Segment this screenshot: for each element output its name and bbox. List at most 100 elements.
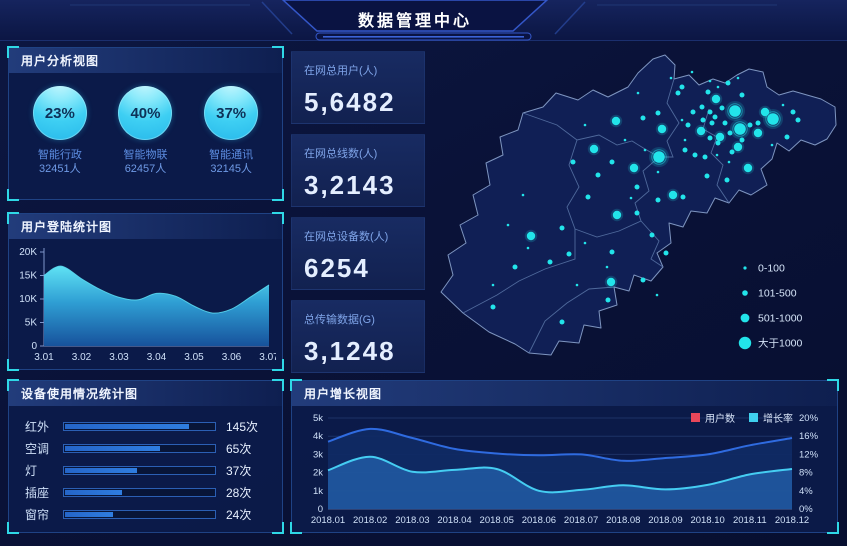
- axis-label: 5K: [25, 318, 38, 329]
- map-dot: [634, 184, 640, 190]
- user-analysis-body: 23% 智能行政 32451人 40% 智能物联 62457人 37% 智能通讯 32145人: [9, 73, 282, 177]
- device-bar-label: 红外: [25, 419, 50, 434]
- province-bubble-map: 0-100 101-500 501-1000 大于1000: [440, 54, 837, 356]
- map-dot: [491, 283, 495, 287]
- axis-label: 2k: [313, 468, 323, 479]
- map-dot: [604, 275, 618, 289]
- panel-title-user-analysis: 用户分析视图: [9, 48, 282, 73]
- axis-label: 0%: [799, 504, 813, 515]
- map-dot: [663, 250, 669, 256]
- growth-legend-item[interactable]: 增长率: [749, 410, 793, 425]
- growth-rate-area: [328, 456, 792, 509]
- map-dot: [683, 138, 687, 142]
- province-map-shape: [440, 54, 837, 356]
- map-dot: [655, 197, 661, 203]
- axis-label: 2018.03: [395, 515, 429, 526]
- stat-card-value: 3,2143: [304, 170, 396, 200]
- map-dot: [727, 160, 731, 164]
- device-bar-value: 28次: [226, 485, 252, 500]
- map-dot: [610, 208, 624, 222]
- growth-legend-item[interactable]: 用户数: [691, 410, 735, 425]
- login-chart-layer: 0 5K 10K 15K 20K 3.01 3.02 3.03 3.04 3.05 3.06 3.07: [19, 247, 276, 363]
- map-dot: [605, 265, 609, 269]
- map-dot: [763, 109, 783, 129]
- map-dot: [751, 126, 765, 140]
- map-dot: [716, 85, 720, 89]
- map-dot: [583, 241, 587, 245]
- device-bar-label: 空调: [25, 441, 50, 456]
- stat-card-value: 5,6482: [304, 87, 396, 117]
- map-dot: [724, 177, 730, 183]
- map-legend-dot: [742, 290, 748, 296]
- gauge-count: 32145人: [210, 163, 252, 176]
- map-dot: [790, 109, 796, 115]
- stat-cards-column: 在网总用户(人) 5,6482 在网总线数(人) 3,2143 在网总设备数(人) 625…: [291, 51, 425, 373]
- growth-chart-layer: 0 1k 2k 3k 4k 5k 0% 4% 8% 12% 16% 20% 2018.01 2018.02…: [311, 413, 819, 526]
- growth-rate-line: [327, 455, 793, 494]
- map-legend-dot: [740, 313, 750, 323]
- map-dot: [490, 304, 496, 310]
- corner-bracket-tl: [7, 212, 19, 224]
- panel-user-growth: 用户增长视图 用户数 增长率 0 1k 2k 3k 4k 5k 0% 4% 8% 12% 16% 20%…: [290, 379, 839, 534]
- map-dot: [583, 123, 587, 127]
- device-bar-row: 灯 37次: [25, 464, 268, 478]
- user-analysis-item: 40% 智能物联 62457人: [107, 86, 183, 177]
- map-dots-layer: [490, 70, 801, 325]
- map-legend-dot: [743, 266, 747, 270]
- map-dot: [656, 170, 660, 174]
- panel-title-login: 用户登陆统计图: [9, 214, 282, 239]
- device-bar-value: 24次: [226, 507, 252, 522]
- axis-label: 大于1000: [758, 337, 803, 350]
- device-bar-label: 插座: [25, 485, 50, 500]
- device-bar-row: 窗帘 24次: [25, 507, 268, 522]
- corner-bracket-tl: [290, 379, 302, 391]
- stat-card: 在网总线数(人) 3,2143: [291, 134, 425, 207]
- axis-label: 2018.08: [606, 515, 640, 526]
- corner-bracket-tl: [7, 379, 19, 391]
- map-dot: [731, 140, 745, 154]
- axis-label: 2018.12: [775, 515, 809, 526]
- corner-bracket-br: [272, 522, 284, 534]
- axis-label: 16%: [799, 431, 819, 442]
- map-dot: [521, 193, 525, 197]
- map-dot: [512, 264, 518, 270]
- map-dot: [729, 149, 735, 155]
- page-title: 数据管理中心: [357, 13, 472, 30]
- map-dot: [649, 232, 655, 238]
- device-bar-value: 145次: [226, 419, 259, 434]
- map-dot: [605, 297, 611, 303]
- map-dot: [755, 120, 761, 126]
- map-dot: [699, 104, 705, 110]
- axis-label: 10K: [19, 294, 37, 305]
- axis-label: 101-500: [758, 288, 797, 300]
- map-dot: [643, 148, 647, 152]
- corner-bracket-bl: [7, 359, 19, 371]
- map-dot: [682, 147, 688, 153]
- axis-label: 4k: [313, 431, 323, 442]
- axis-label: 4%: [799, 486, 813, 497]
- liquid-gauge: 40%: [118, 86, 173, 140]
- map-dot: [725, 80, 731, 86]
- device-bar-fill: [65, 511, 114, 517]
- stat-card-label: 总传输数据(G): [304, 314, 375, 326]
- map-dot: [692, 152, 698, 158]
- axis-label: 3.02: [72, 352, 92, 363]
- map-dot: [636, 91, 640, 95]
- axis-label: 0-100: [758, 263, 785, 275]
- map-dot: [623, 138, 627, 142]
- stat-card-label: 在网总用户(人): [304, 65, 378, 77]
- axis-label: 20K: [19, 247, 37, 258]
- panel-title-device: 设备使用情况统计图: [9, 381, 282, 406]
- axis-label: 2018.04: [437, 515, 471, 526]
- user-analysis-item: 23% 智能行政 32451人: [22, 86, 98, 177]
- map-dot: [655, 122, 669, 136]
- axis-label: 15K: [19, 271, 37, 282]
- map-dot: [679, 84, 685, 90]
- map-dot: [715, 140, 721, 146]
- map-dot: [707, 135, 713, 141]
- axis-label: 2018.05: [480, 515, 514, 526]
- map-dot: [649, 147, 669, 167]
- device-bar-row: 空调 65次: [25, 441, 268, 456]
- axis-label: 3.01: [34, 352, 54, 363]
- map-dot: [700, 117, 706, 123]
